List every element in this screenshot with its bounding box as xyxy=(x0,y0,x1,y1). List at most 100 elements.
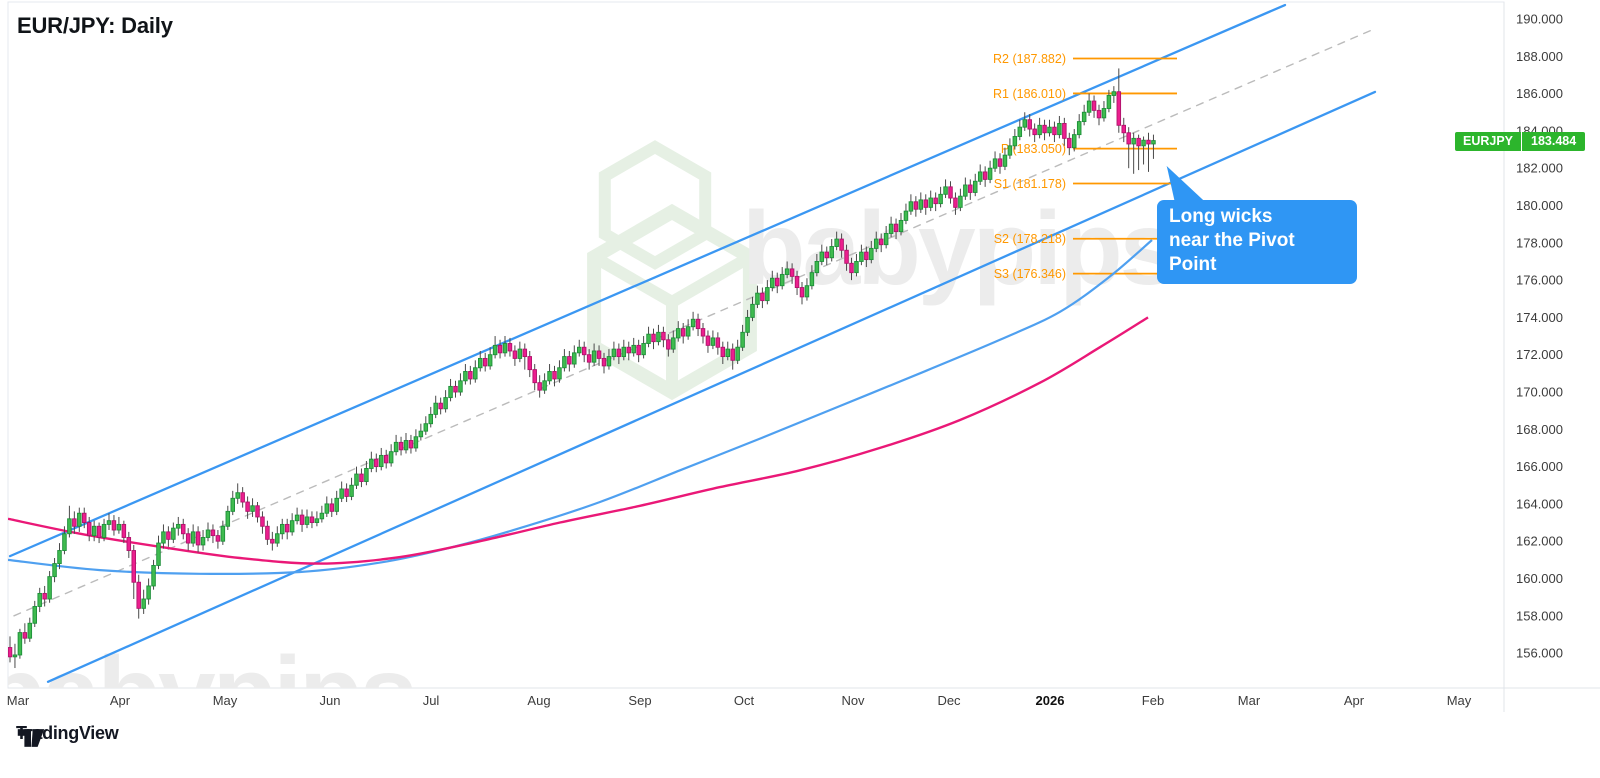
candle xyxy=(908,201,914,212)
channel-upper-line[interactable] xyxy=(8,3,1287,558)
candle xyxy=(111,520,117,531)
ma-pink-line[interactable] xyxy=(8,316,1149,565)
candle xyxy=(626,346,632,354)
candle xyxy=(804,285,810,298)
candle xyxy=(275,533,280,544)
y-axis-label: 168.000 xyxy=(1516,422,1563,437)
candle xyxy=(37,592,42,607)
candle xyxy=(86,522,92,537)
candle xyxy=(280,523,285,535)
candle xyxy=(735,346,740,361)
candle xyxy=(230,497,235,512)
watermark-hexagon-edge xyxy=(591,251,676,308)
y-axis-label: 162.000 xyxy=(1516,534,1563,549)
candle xyxy=(591,350,597,363)
candle xyxy=(1106,95,1112,109)
candle xyxy=(304,516,310,525)
candle xyxy=(250,505,255,512)
candle xyxy=(572,352,577,365)
candle xyxy=(1002,154,1008,167)
candle xyxy=(992,158,998,169)
candle xyxy=(1042,124,1047,134)
candle xyxy=(794,275,800,289)
candle xyxy=(101,523,107,538)
candle xyxy=(606,356,612,367)
candle xyxy=(1081,111,1087,123)
candle xyxy=(497,344,503,354)
callout-text-line2: near the Pivot Point xyxy=(1169,230,1295,275)
candle xyxy=(383,454,389,464)
candle xyxy=(517,348,523,359)
candle xyxy=(760,292,765,302)
candle xyxy=(126,537,132,551)
candle xyxy=(547,371,552,382)
chart-frame xyxy=(7,1,1600,712)
candle xyxy=(750,303,755,318)
pivot-label-R1: R1 (186.010) xyxy=(993,87,1066,101)
candle xyxy=(651,333,656,343)
candle xyxy=(913,201,919,210)
candle xyxy=(185,533,191,544)
candle xyxy=(1126,132,1131,145)
candle xyxy=(1037,124,1042,136)
candle xyxy=(1086,100,1092,113)
candle xyxy=(928,197,933,208)
candle xyxy=(586,354,592,363)
candle xyxy=(680,328,686,337)
candle xyxy=(552,371,557,380)
annotation-callout[interactable]: Long wicks near the Pivot Point xyxy=(1157,200,1357,284)
x-axis-label: Oct xyxy=(734,693,755,708)
last-price-badge: EURJPY 183.484 xyxy=(1455,132,1586,151)
candle xyxy=(953,197,958,208)
channel-median-line[interactable] xyxy=(13,28,1375,617)
candle xyxy=(453,385,458,393)
watermark-text: babypips xyxy=(742,191,1175,307)
tradingview-logo-icon xyxy=(17,729,45,747)
candle xyxy=(482,357,488,367)
channel-lower-line[interactable] xyxy=(46,90,1377,683)
candle xyxy=(116,523,122,531)
candle xyxy=(294,514,300,522)
candle xyxy=(809,272,815,287)
candle xyxy=(958,195,963,208)
candle xyxy=(393,441,399,453)
candle xyxy=(17,632,23,656)
candle xyxy=(413,436,419,449)
candle xyxy=(96,525,102,538)
candle xyxy=(492,344,498,356)
candle xyxy=(374,458,379,468)
candle xyxy=(299,514,305,525)
ma-blue-line[interactable] xyxy=(8,239,1153,575)
x-axis-label: Sep xyxy=(628,693,651,708)
candle xyxy=(1017,126,1023,137)
candle xyxy=(1007,145,1013,156)
candle xyxy=(1151,140,1156,145)
candle xyxy=(562,356,567,369)
candle xyxy=(215,535,221,542)
y-axis-label: 160.000 xyxy=(1516,571,1563,586)
candle xyxy=(883,233,889,246)
candle xyxy=(710,337,716,346)
candle xyxy=(1012,136,1018,147)
tradingview-logo[interactable]: TradingView xyxy=(16,723,119,747)
candle xyxy=(997,158,1003,167)
candle xyxy=(57,550,62,565)
candle xyxy=(1067,137,1072,149)
candle xyxy=(349,484,354,497)
axes[interactable]: 190.000188.000186.000184.000182.000180.0… xyxy=(7,12,1563,709)
candle xyxy=(977,171,983,182)
candle xyxy=(1101,108,1107,119)
candle xyxy=(839,238,844,251)
pivot-label-S1: S1 (181.178) xyxy=(994,177,1066,191)
candle xyxy=(700,328,706,337)
candle xyxy=(542,380,547,391)
candle xyxy=(661,331,666,341)
candle xyxy=(324,503,330,514)
y-axis-label: 164.000 xyxy=(1516,496,1563,511)
pivot-label-S2: S2 (178.218) xyxy=(994,232,1066,246)
candle xyxy=(898,219,904,233)
candle xyxy=(557,367,562,380)
candlestick-series[interactable] xyxy=(8,68,1156,669)
